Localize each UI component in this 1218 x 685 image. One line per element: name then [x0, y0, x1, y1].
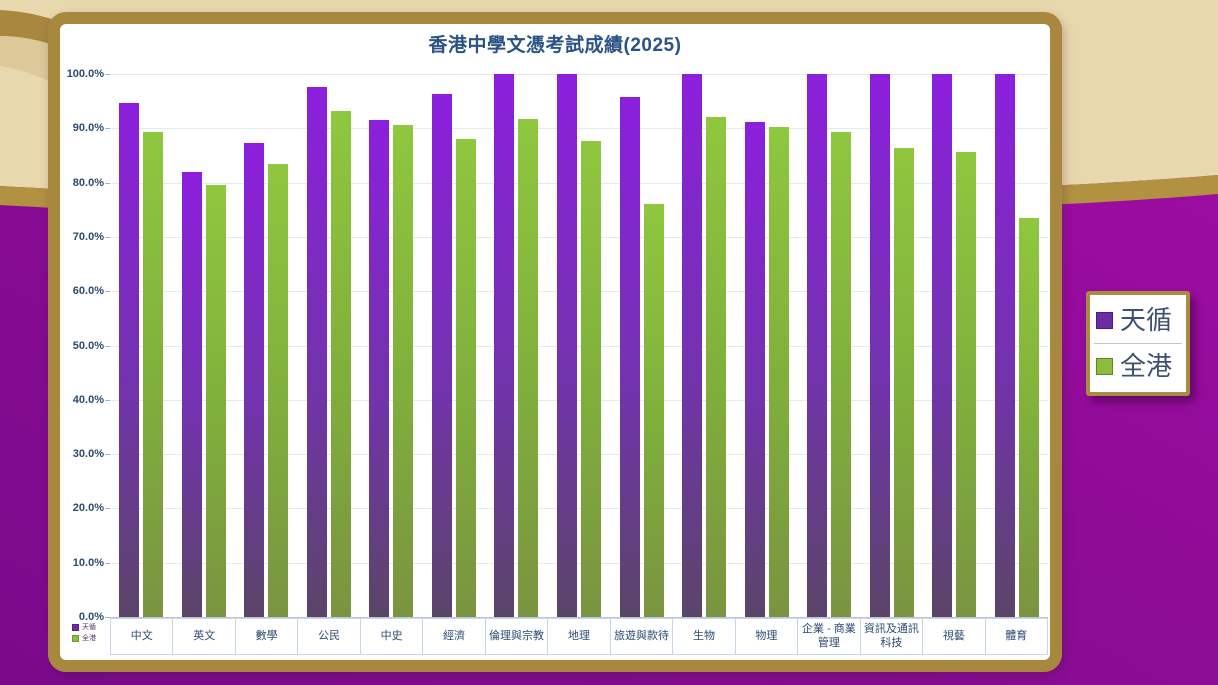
legend: 天循 全港 [1086, 291, 1190, 396]
chart-panel: 香港中學文憑考試成績(2025) 0.0% 10.0% 20.0% 30.0% 40.0… [48, 12, 1062, 672]
gridline [110, 508, 1048, 510]
y-tick-label: 0.0% [78, 611, 104, 623]
bar-天循-生物 [682, 74, 703, 617]
y-tick-label: 10.0% [72, 556, 104, 569]
bar-全港-經濟 [455, 139, 476, 617]
y-tick-mark [105, 399, 110, 401]
bar-全港-英文 [205, 185, 226, 617]
gridline [110, 182, 1048, 184]
y-tick-label: 60.0% [72, 285, 104, 298]
gridline [110, 74, 1048, 75]
gridline [110, 291, 1048, 293]
bar-天循-公民 [306, 86, 327, 617]
bar-天循-數學 [244, 142, 265, 617]
bar-天循-中文 [119, 102, 140, 617]
x-category-label: 公民 [298, 619, 361, 654]
y-tick-label: 90.0% [72, 122, 104, 135]
x-category-label: 倫理與宗教 [486, 619, 549, 654]
gridline [110, 345, 1048, 347]
y-tick-label: 40.0% [72, 393, 104, 406]
bar-天循-經濟 [431, 94, 452, 617]
x-category-label: 資訊及通訊科技 [861, 619, 924, 654]
y-tick-mark [105, 128, 110, 130]
legend-item-quangang: 全港 [1096, 344, 1180, 389]
bar-全港-中文 [143, 132, 164, 617]
bar-全港-地理 [581, 141, 601, 617]
bar-全港-視藝 [956, 152, 977, 617]
x-category-label: 企業 - 商業管理 [798, 619, 861, 654]
x-category-label: 數學 [236, 619, 299, 654]
y-tick-mark [105, 182, 110, 184]
mini-legend-item: 全港 [72, 633, 96, 643]
bar-全港-物理 [768, 126, 789, 617]
bar-全港-生物 [706, 117, 727, 617]
y-tick-label: 30.0% [72, 448, 104, 461]
gridline [110, 562, 1048, 564]
bar-全港-中史 [393, 124, 414, 617]
y-tick-mark [105, 508, 110, 510]
gridline [110, 236, 1048, 238]
mini-legend-item: 天循 [72, 622, 96, 632]
mini-legend-label: 全港 [82, 635, 96, 642]
x-category-label: 中史 [361, 619, 424, 654]
y-tick-mark [105, 617, 110, 618]
y-tick-mark [105, 236, 110, 238]
bar-天循-倫理與宗教 [494, 74, 515, 617]
bar-天循-英文 [181, 171, 202, 617]
bar-全港-公民 [330, 111, 351, 617]
bar-天循-物理 [744, 121, 765, 617]
y-tick-mark [105, 74, 110, 75]
gridline [110, 128, 1048, 130]
x-category-label: 地理 [548, 619, 611, 654]
gridline [110, 454, 1048, 456]
y-tick-mark [105, 345, 110, 347]
y-tick-label: 100.0% [66, 68, 104, 80]
x-category-label: 英文 [173, 619, 236, 654]
legend-label: 全港 [1120, 351, 1173, 382]
bar-天循-體育 [994, 74, 1015, 617]
mini-legend-label: 天循 [82, 624, 96, 631]
x-category-label: 經濟 [423, 619, 486, 654]
gridline [110, 399, 1048, 401]
y-tick-label: 70.0% [72, 230, 104, 243]
legend-item-tianxun: 天循 [1096, 298, 1180, 343]
mini-legend: 天循 全港 [72, 622, 96, 644]
bar-全港-企業 - 商業管理 [831, 132, 852, 617]
chart-panel-inner: 香港中學文憑考試成績(2025) 0.0% 10.0% 20.0% 30.0% 40.0… [60, 24, 1050, 660]
bar-全港-數學 [268, 164, 289, 617]
bar-全港-資訊及通訊科技 [893, 147, 914, 617]
y-tick-mark [105, 562, 110, 564]
bar-天循-地理 [557, 74, 577, 617]
bar-天循-企業 - 商業管理 [807, 74, 828, 617]
legend-divider [1094, 343, 1182, 344]
plot-area [110, 74, 1048, 618]
bar-全港-旅遊與款待 [643, 203, 664, 617]
x-category-label: 物理 [736, 619, 799, 654]
chart-title: 香港中學文憑考試成績(2025) [428, 35, 682, 56]
bar-天循-視藝 [932, 74, 953, 617]
y-tick-label: 20.0% [72, 502, 104, 515]
bar-天循-資訊及通訊科技 [869, 74, 890, 617]
x-axis: 中文 英文 數學 公民 中史 經濟 倫理與宗教 地理 旅遊與款待 生物 物理 企業 - 商業管理 資訊及… [110, 618, 1048, 655]
bar-天循-旅遊與款待 [619, 97, 640, 617]
x-category-label: 體育 [1005, 629, 1028, 642]
legend-swatch-tianxun [1096, 312, 1113, 329]
y-tick-mark [105, 454, 110, 456]
x-category-label: 視藝 [923, 619, 986, 654]
y-axis: 0.0% 10.0% 20.0% 30.0% 40.0% 50.0% 60.0% 70.0% 8… [60, 68, 110, 623]
bar-全港-倫理與宗教 [518, 118, 539, 617]
mini-legend-swatch-quangang [72, 634, 79, 642]
y-tick-mark [105, 291, 110, 293]
bar-全港-體育 [1018, 218, 1039, 617]
mini-legend-swatch-tianxun [72, 623, 79, 631]
bar-天循-中史 [369, 119, 390, 617]
x-category-label: 旅遊與款待 [611, 619, 674, 654]
x-category-label: 中文 [111, 619, 174, 654]
y-tick-label: 50.0% [72, 339, 104, 352]
legend-label: 天循 [1120, 305, 1173, 336]
legend-swatch-quangang [1096, 358, 1113, 375]
y-tick-label: 80.0% [72, 176, 104, 189]
x-category-label: 生物 [673, 619, 736, 654]
